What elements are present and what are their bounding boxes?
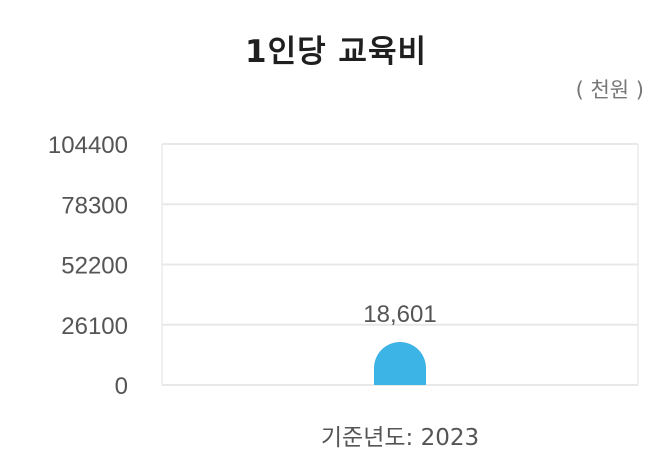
chart-title: 1인당 교육비: [245, 34, 427, 70]
x-tick-label: 기준년도: 2023: [321, 425, 479, 451]
data-label: 18,601: [363, 301, 436, 328]
data-labels: 18,601: [363, 301, 436, 328]
y-tick-label: 52200: [61, 253, 128, 280]
y-tick-label: 78300: [61, 192, 128, 219]
y-tick-label: 26100: [61, 313, 128, 340]
x-axis-ticks: 기준년도: 2023: [321, 425, 479, 451]
y-axis-ticks: 0 26100 52200 78300 104400: [48, 132, 128, 400]
bars: [374, 342, 426, 385]
unit-label: ( 천원 ): [575, 78, 644, 102]
y-tick-label: 104400: [48, 132, 128, 159]
bar: [374, 342, 426, 385]
y-tick-label: 0: [115, 373, 128, 400]
